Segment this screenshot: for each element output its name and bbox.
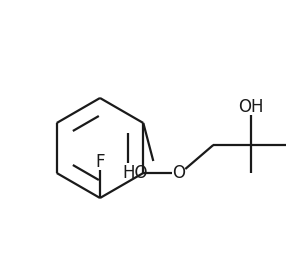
Text: HO: HO	[123, 164, 148, 182]
Text: OH: OH	[238, 98, 264, 116]
Text: O: O	[172, 164, 185, 182]
Text: F: F	[95, 153, 105, 171]
